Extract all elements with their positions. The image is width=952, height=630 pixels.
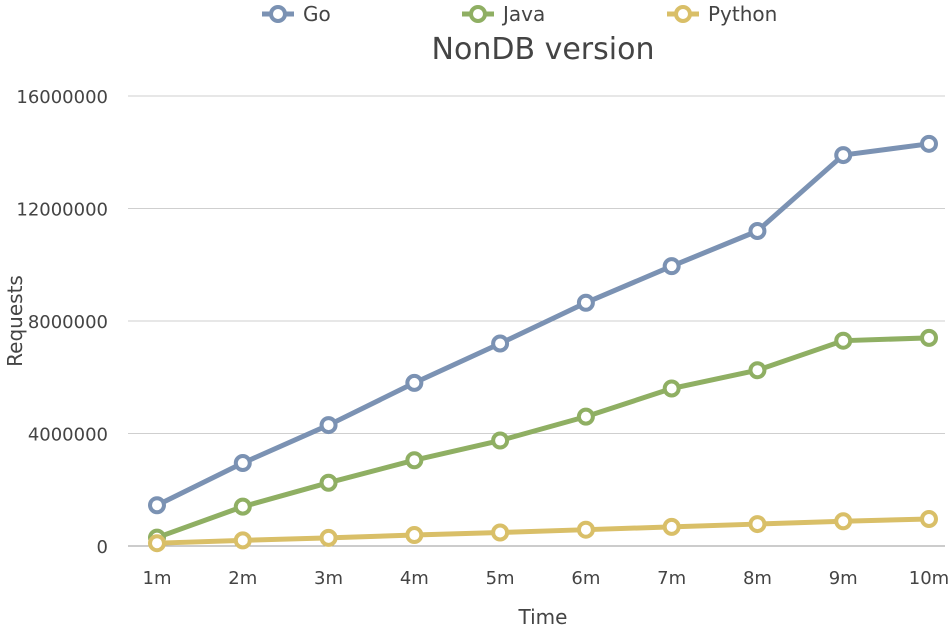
data-point-python [748,515,767,534]
data-point-java [319,473,338,492]
data-point-python [920,510,938,528]
data-point-go [319,416,338,435]
data-point-python [576,520,595,539]
series-java [148,328,938,547]
y-axis-ticks: 0 4000000 8000000 12000000 16000000 [16,87,108,558]
x-tick-label: 6m [571,568,600,589]
data-point-python [834,512,853,531]
y-tick-label: 0 [97,537,108,558]
data-point-java [748,361,767,380]
x-tick-label: 4m [400,568,429,589]
legend-label: Java [501,2,545,26]
x-tick-label: 7m [657,568,686,589]
data-point-go [491,334,510,353]
legend-label: Python [708,2,777,26]
legend-swatch-marker [674,5,692,23]
data-point-go [405,373,424,392]
data-point-python [405,526,424,545]
legend-item-go: Go [262,2,331,26]
data-point-java [662,379,681,398]
data-point-python [148,534,166,553]
data-point-java [405,451,424,470]
data-point-java [920,328,938,347]
data-point-python [491,523,510,542]
legend-label: Go [303,2,331,26]
y-tick-label: 4000000 [28,425,108,446]
x-tick-label: 1m [143,568,172,589]
series-python [148,510,938,553]
series-layer [148,134,938,553]
data-point-go [576,293,595,312]
data-point-go [662,257,681,276]
data-point-java [491,431,510,450]
data-point-go [148,496,166,515]
y-tick-label: 12000000 [16,200,108,221]
data-point-go [920,134,938,153]
grid-lines [128,95,945,547]
y-tick-label: 16000000 [16,87,108,108]
legend: Go Java Python [262,2,777,26]
series-line-python [154,516,932,546]
data-point-go [748,222,767,240]
series-go [148,134,938,515]
data-point-python [319,528,338,547]
legend-item-java: Java [462,2,545,26]
data-point-java [576,407,595,426]
data-point-python [233,531,252,550]
data-point-java [233,497,252,516]
series-line-java [154,335,932,541]
data-point-go [834,146,853,165]
x-tick-label: 8m [743,568,772,589]
x-axis-title: Time [518,605,568,629]
y-axis-title: Requests [3,275,27,367]
data-point-java [834,331,853,350]
y-tick-label: 8000000 [28,312,108,333]
x-tick-label: 3m [314,568,343,589]
data-point-python [662,517,681,536]
legend-item-python: Python [667,2,777,26]
x-tick-label: 9m [829,568,858,589]
legend-swatch-marker [469,5,487,23]
x-tick-label: 5m [486,568,515,589]
x-axis-ticks: 1m 2m 3m 4m 5m 6m 7m 8m 9m 10m [143,568,950,589]
legend-swatch-marker [269,5,287,23]
series-line-go [154,141,932,508]
x-tick-label: 2m [228,568,257,589]
chart-title: NonDB version [432,32,655,67]
x-tick-label: 10m [909,568,949,589]
data-point-go [233,454,252,473]
